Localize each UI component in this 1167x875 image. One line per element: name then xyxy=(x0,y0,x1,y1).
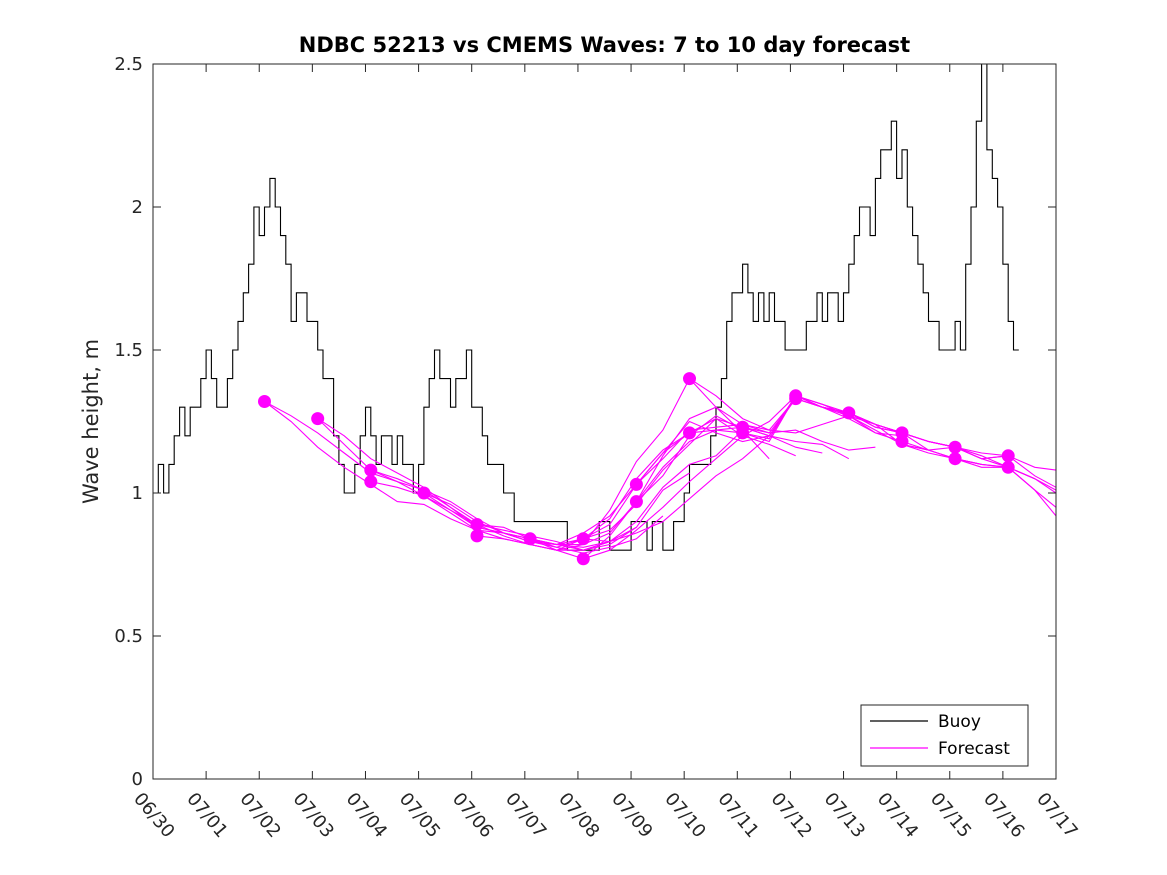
forecast-series-line xyxy=(583,395,982,560)
forecast-start-marker xyxy=(523,532,537,546)
forecast-start-marker xyxy=(311,412,325,426)
forecast-start-marker xyxy=(1001,449,1015,463)
forecast-start-marker xyxy=(842,406,856,420)
forecast-start-marker xyxy=(576,532,590,546)
forecast-start-marker xyxy=(470,529,484,543)
forecast-start-marker xyxy=(364,463,378,477)
y-tick-label: 2.5 xyxy=(114,54,143,75)
buoy-series-line xyxy=(153,63,1019,551)
plot-area xyxy=(153,64,1056,779)
forecast-series-line xyxy=(476,377,876,551)
forecast-start-marker xyxy=(629,495,643,509)
buoy-series-group xyxy=(153,63,1019,551)
forecast-series-line xyxy=(370,429,743,551)
y-axis: 0 0.5 1 1.5 2 2.5 xyxy=(114,54,1056,790)
legend: Buoy Forecast xyxy=(860,704,1029,767)
y-tick-label: 0 xyxy=(132,769,143,790)
y-tick-label: 1 xyxy=(132,483,143,504)
forecast-start-marker xyxy=(417,486,431,500)
forecast-start-marker xyxy=(1001,460,1015,474)
y-axis-label: Wave height, m xyxy=(79,339,103,504)
forecast-series-line xyxy=(264,401,637,551)
chart-title: NDBC 52213 vs CMEMS Waves: 7 to 10 day f… xyxy=(299,33,910,57)
forecast-series-line xyxy=(529,397,903,548)
y-tick-label: 0.5 xyxy=(114,626,143,647)
forecast-start-marker xyxy=(789,392,803,406)
y-tick-label: 2 xyxy=(132,197,143,218)
forecast-start-marker xyxy=(948,452,962,466)
legend-label-buoy: Buoy xyxy=(938,712,981,732)
forecast-series-line xyxy=(423,420,823,546)
forecast-start-marker xyxy=(948,440,962,454)
plot-frame xyxy=(152,63,1057,780)
forecast-start-marker xyxy=(683,372,696,386)
forecast-start-marker xyxy=(895,435,909,448)
forecast-series-line xyxy=(901,443,1057,494)
forecast-start-marker xyxy=(258,395,271,408)
forecast-start-marker xyxy=(364,475,378,489)
forecast-start-marker xyxy=(736,426,750,440)
forecast-start-marker xyxy=(576,552,590,566)
forecast-start-marker xyxy=(470,518,484,531)
forecast-start-marker xyxy=(629,477,643,491)
legend-label-forecast: Forecast xyxy=(938,739,1010,759)
legend-box xyxy=(860,704,1029,767)
forecast-start-marker xyxy=(683,426,696,440)
y-tick-label: 1.5 xyxy=(114,340,143,361)
forecast-marker-group xyxy=(258,372,1015,566)
